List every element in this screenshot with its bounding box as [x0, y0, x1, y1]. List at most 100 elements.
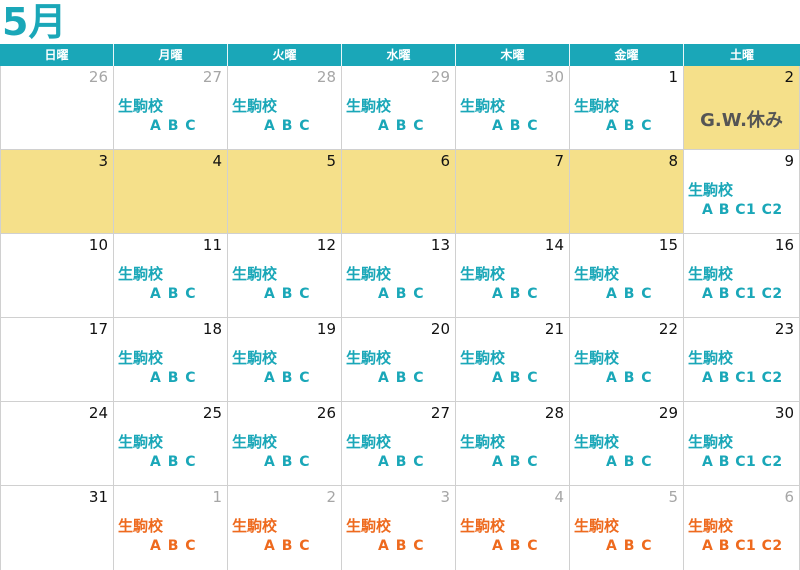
- calendar-day[interactable]: 13 生駒校 A B C: [342, 234, 456, 317]
- day-number: 27: [430, 404, 450, 422]
- class-list: A B C: [492, 118, 539, 134]
- class-list: A B C: [150, 286, 197, 302]
- weekday-wednesday: 水曜: [342, 44, 456, 66]
- day-number: 14: [544, 236, 564, 254]
- school-label: 生駒校: [118, 265, 164, 283]
- day-number: 20: [430, 320, 450, 338]
- class-list: A B C1 C2: [702, 202, 783, 218]
- calendar-day[interactable]: 20 生駒校 A B C: [342, 318, 456, 401]
- calendar-day[interactable]: 4 生駒校 A B C: [456, 486, 570, 570]
- school-label: 生駒校: [460, 517, 506, 535]
- weekday-thursday: 木曜: [456, 44, 570, 66]
- day-number: 5: [668, 488, 678, 506]
- school-label: 生駒校: [688, 349, 734, 367]
- calendar-day[interactable]: 9 生駒校 A B C1 C2: [684, 150, 800, 233]
- day-number: 13: [430, 236, 450, 254]
- calendar-day[interactable]: 5 生駒校 A B C: [570, 486, 684, 570]
- calendar-day-holiday[interactable]: 2 G.W.休み: [684, 66, 800, 149]
- school-label: 生駒校: [118, 517, 164, 535]
- day-number: 6: [784, 488, 794, 506]
- calendar-day[interactable]: 28 生駒校 A B C: [228, 66, 342, 149]
- calendar-day[interactable]: 19 生駒校 A B C: [228, 318, 342, 401]
- school-label: 生駒校: [118, 97, 164, 115]
- calendar-day[interactable]: 29 生駒校 A B C: [342, 66, 456, 149]
- calendar-day[interactable]: 22 生駒校 A B C: [570, 318, 684, 401]
- calendar-grid: 日曜 月曜 火曜 水曜 木曜 金曜 土曜 26 27 生駒校 A B C 28 生駒校 A …: [0, 44, 800, 570]
- calendar-day[interactable]: 24: [0, 402, 114, 485]
- day-number: 3: [440, 488, 450, 506]
- calendar-day-holiday[interactable]: 3: [0, 150, 114, 233]
- weekday-tuesday: 火曜: [228, 44, 342, 66]
- class-list: A B C: [606, 286, 653, 302]
- calendar-day[interactable]: 1 生駒校 A B C: [114, 486, 228, 570]
- school-label: 生駒校: [118, 433, 164, 451]
- class-list: A B C: [492, 538, 539, 554]
- school-label: 生駒校: [574, 433, 620, 451]
- day-number: 29: [658, 404, 678, 422]
- school-label: 生駒校: [232, 265, 278, 283]
- calendar-day[interactable]: 11 生駒校 A B C: [114, 234, 228, 317]
- calendar-day[interactable]: 26: [0, 66, 114, 149]
- class-list: A B C: [264, 538, 311, 554]
- calendar-day-holiday[interactable]: 4: [114, 150, 228, 233]
- calendar-day-holiday[interactable]: 6: [342, 150, 456, 233]
- calendar-day-holiday[interactable]: 5: [228, 150, 342, 233]
- class-list: A B C: [378, 370, 425, 386]
- day-number: 12: [316, 236, 336, 254]
- class-list: A B C1 C2: [702, 286, 783, 302]
- day-number: 1: [212, 488, 222, 506]
- weekday-friday: 金曜: [570, 44, 684, 66]
- calendar-day[interactable]: 30 生駒校 A B C1 C2: [684, 402, 800, 485]
- calendar-day[interactable]: 18 生駒校 A B C: [114, 318, 228, 401]
- school-label: 生駒校: [232, 349, 278, 367]
- school-label: 生駒校: [232, 517, 278, 535]
- class-list: A B C: [492, 370, 539, 386]
- calendar-day[interactable]: 15 生駒校 A B C: [570, 234, 684, 317]
- class-list: A B C: [264, 454, 311, 470]
- calendar-day[interactable]: 1 生駒校 A B C: [570, 66, 684, 149]
- class-list: A B C: [606, 118, 653, 134]
- calendar-day[interactable]: 16 生駒校 A B C1 C2: [684, 234, 800, 317]
- calendar-day[interactable]: 29 生駒校 A B C: [570, 402, 684, 485]
- school-label: 生駒校: [118, 349, 164, 367]
- day-number: 4: [212, 152, 222, 170]
- day-number: 15: [658, 236, 678, 254]
- calendar-day[interactable]: 2 生駒校 A B C: [228, 486, 342, 570]
- school-label: 生駒校: [574, 349, 620, 367]
- school-label: 生駒校: [346, 433, 392, 451]
- calendar-day[interactable]: 26 生駒校 A B C: [228, 402, 342, 485]
- day-number: 25: [202, 404, 222, 422]
- calendar-day[interactable]: 10: [0, 234, 114, 317]
- calendar-day[interactable]: 27 生駒校 A B C: [114, 66, 228, 149]
- day-number: 5: [326, 152, 336, 170]
- calendar-day[interactable]: 28 生駒校 A B C: [456, 402, 570, 485]
- school-label: 生駒校: [574, 265, 620, 283]
- day-number: 28: [544, 404, 564, 422]
- day-number: 1: [668, 68, 678, 86]
- calendar-day[interactable]: 12 生駒校 A B C: [228, 234, 342, 317]
- calendar-day[interactable]: 25 生駒校 A B C: [114, 402, 228, 485]
- calendar-week: 26 27 生駒校 A B C 28 生駒校 A B C 29 生駒校 A B C 30 生駒校 A B…: [0, 66, 800, 150]
- class-list: A B C: [150, 370, 197, 386]
- school-label: 生駒校: [232, 433, 278, 451]
- class-list: A B C: [378, 454, 425, 470]
- calendar-day[interactable]: 23 生駒校 A B C1 C2: [684, 318, 800, 401]
- day-number: 21: [544, 320, 564, 338]
- calendar-day[interactable]: 17: [0, 318, 114, 401]
- school-label: 生駒校: [460, 97, 506, 115]
- class-list: A B C1 C2: [702, 538, 783, 554]
- calendar-day[interactable]: 3 生駒校 A B C: [342, 486, 456, 570]
- calendar-day-holiday[interactable]: 8: [570, 150, 684, 233]
- calendar-day-holiday[interactable]: 7: [456, 150, 570, 233]
- calendar-day[interactable]: 21 生駒校 A B C: [456, 318, 570, 401]
- calendar-day[interactable]: 6 生駒校 A B C1 C2: [684, 486, 800, 570]
- school-label: 生駒校: [574, 97, 620, 115]
- day-number: 30: [774, 404, 794, 422]
- calendar-day[interactable]: 31: [0, 486, 114, 570]
- day-number: 31: [88, 488, 108, 506]
- calendar-day[interactable]: 27 生駒校 A B C: [342, 402, 456, 485]
- day-number: 6: [440, 152, 450, 170]
- school-label: 生駒校: [232, 97, 278, 115]
- calendar-day[interactable]: 14 生駒校 A B C: [456, 234, 570, 317]
- calendar-day[interactable]: 30 生駒校 A B C: [456, 66, 570, 149]
